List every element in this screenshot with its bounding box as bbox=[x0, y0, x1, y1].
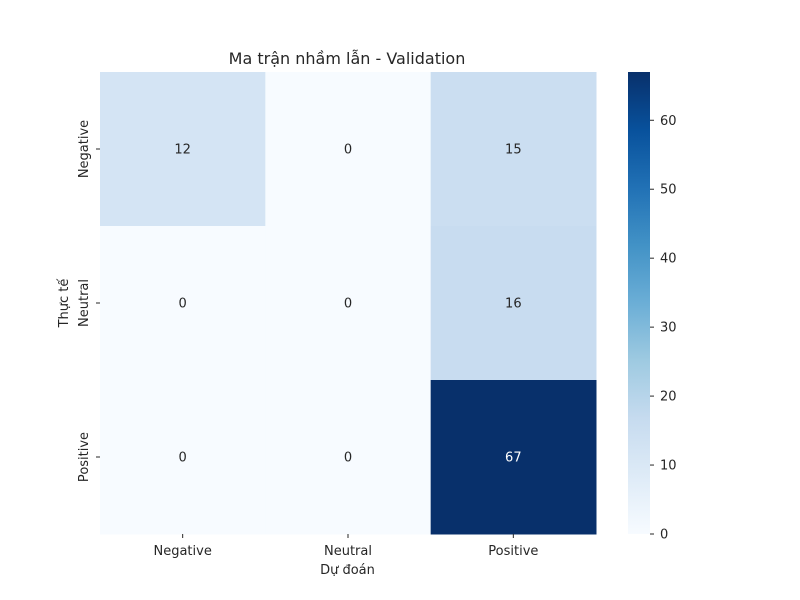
cell-value: 0 bbox=[179, 297, 187, 312]
cell-value: 67 bbox=[505, 451, 522, 466]
heatmap-cell bbox=[265, 380, 432, 535]
x-axis-ticks: Negative Neutral Positive bbox=[153, 534, 538, 559]
heatmap-cell bbox=[265, 226, 432, 381]
colorbar bbox=[628, 72, 650, 534]
cell-value: 0 bbox=[344, 143, 352, 158]
y-tick-label: Negative bbox=[77, 120, 92, 178]
cell-value: 12 bbox=[174, 143, 191, 158]
colorbar-tick-label: 0 bbox=[660, 528, 668, 543]
heatmap-cell bbox=[430, 380, 597, 535]
colorbar-tick-label: 60 bbox=[660, 114, 677, 129]
cell-value: 15 bbox=[505, 143, 522, 158]
chart-title: Ma trận nhầm lẫn - Validation bbox=[229, 49, 466, 68]
heatmap-cell bbox=[265, 72, 432, 227]
heatmap-cell bbox=[100, 72, 266, 227]
colorbar-tick-label: 40 bbox=[660, 252, 677, 267]
heatmap-cell bbox=[100, 380, 266, 535]
x-tick-label: Positive bbox=[488, 544, 538, 559]
colorbar-ticks: 0 10 20 30 40 50 60 bbox=[650, 114, 677, 543]
cell-value: 0 bbox=[179, 451, 187, 466]
x-tick-label: Neutral bbox=[324, 544, 372, 559]
colorbar-tick-label: 30 bbox=[660, 321, 677, 336]
y-tick-label: Neutral bbox=[77, 279, 92, 327]
colorbar-tick-label: 10 bbox=[660, 459, 677, 474]
heatmap-cell bbox=[430, 72, 597, 227]
heatmap-cells bbox=[100, 72, 597, 535]
colorbar-tick-label: 50 bbox=[660, 183, 677, 198]
cell-value: 0 bbox=[344, 451, 352, 466]
heatmap-cell bbox=[100, 226, 266, 381]
x-tick-label: Negative bbox=[153, 544, 211, 559]
colorbar-tick-label: 20 bbox=[660, 390, 677, 405]
y-tick-label: Positive bbox=[77, 432, 92, 482]
y-axis-label: Thực tế bbox=[57, 279, 72, 329]
y-axis-ticks: Negative Neutral Positive bbox=[77, 120, 100, 482]
heatmap-cell bbox=[430, 226, 597, 381]
x-axis-label: Dự đoán bbox=[320, 563, 375, 578]
cell-annotations: 12 0 15 0 0 16 0 0 67 bbox=[174, 143, 521, 466]
cell-value: 16 bbox=[505, 297, 522, 312]
cell-value: 0 bbox=[344, 297, 352, 312]
